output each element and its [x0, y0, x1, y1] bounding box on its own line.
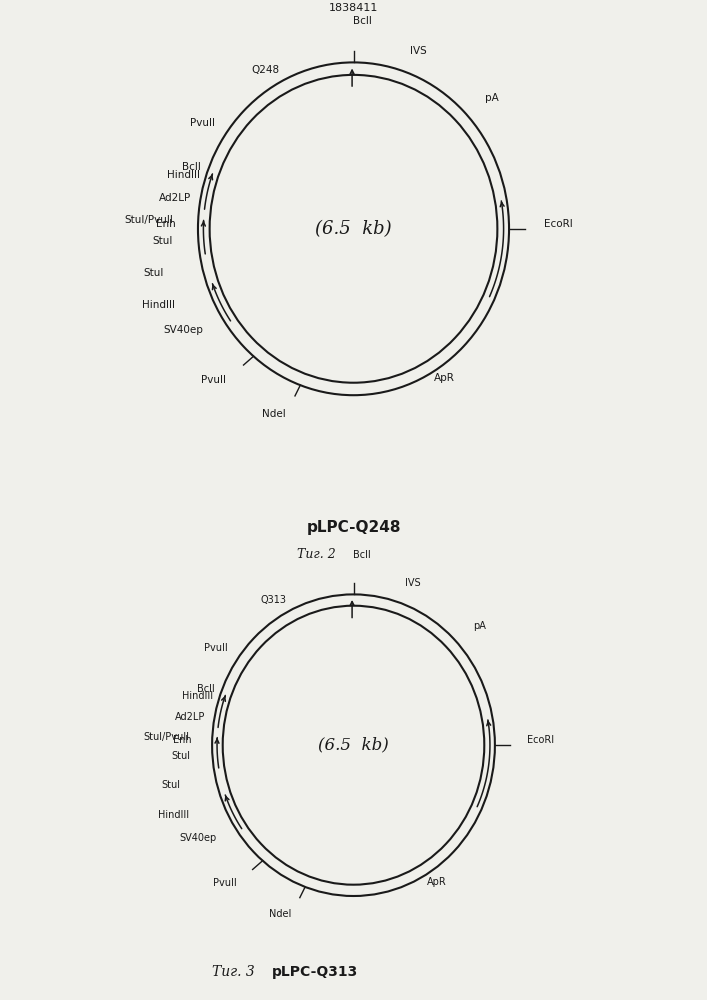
Text: (6.5  kb): (6.5 kb)	[315, 220, 392, 238]
Text: (6.5  kb): (6.5 kb)	[318, 737, 389, 754]
Text: Stul/PvuII: Stul/PvuII	[124, 215, 173, 225]
Text: Stul: Stul	[161, 780, 180, 790]
Text: Stul: Stul	[153, 236, 173, 246]
Text: Stul: Stul	[171, 751, 190, 761]
Text: SV40ep: SV40ep	[164, 325, 204, 335]
Text: PvuII: PvuII	[204, 643, 228, 653]
Text: IVS: IVS	[406, 578, 421, 588]
Text: HindIII: HindIII	[167, 170, 199, 180]
Text: pLPC-Q248: pLPC-Q248	[306, 520, 401, 535]
Text: EcoRI: EcoRI	[527, 735, 554, 745]
Text: HindIII: HindIII	[158, 810, 189, 820]
Text: Ad2LP: Ad2LP	[159, 193, 191, 203]
Text: NdeI: NdeI	[262, 409, 286, 419]
Text: HindIII: HindIII	[141, 300, 175, 310]
Text: EcoRI: EcoRI	[544, 219, 573, 229]
Text: Τиг. 3: Τиг. 3	[212, 965, 259, 979]
Text: BclI: BclI	[197, 684, 215, 694]
Text: Stul/PvuII: Stul/PvuII	[144, 732, 189, 742]
Text: BclI: BclI	[354, 550, 371, 560]
Text: pLPC-Q313: pLPC-Q313	[272, 965, 358, 979]
Text: 1838411: 1838411	[329, 3, 378, 13]
Text: Stul: Stul	[144, 268, 164, 278]
Text: Ad2LP: Ad2LP	[175, 712, 206, 722]
Text: BclI: BclI	[354, 16, 373, 26]
Text: Q248: Q248	[252, 65, 279, 75]
Text: HindIII: HindIII	[182, 691, 214, 701]
Text: ApR: ApR	[434, 373, 455, 383]
Text: BclI: BclI	[182, 162, 201, 172]
Text: PvuII: PvuII	[214, 878, 237, 888]
Text: Τиг. 2: Τиг. 2	[297, 548, 336, 561]
Text: Q313: Q313	[260, 595, 286, 605]
Text: pA: pA	[485, 93, 499, 103]
Text: SV40ep: SV40ep	[180, 833, 217, 843]
Text: Enh: Enh	[156, 219, 176, 229]
Text: IVS: IVS	[410, 46, 427, 56]
Text: PvuII: PvuII	[190, 118, 216, 128]
Text: NdeI: NdeI	[269, 909, 291, 919]
Text: ApR: ApR	[427, 877, 447, 887]
Text: PvuII: PvuII	[201, 375, 226, 385]
Text: pA: pA	[474, 621, 486, 631]
Text: Enh: Enh	[173, 735, 192, 745]
